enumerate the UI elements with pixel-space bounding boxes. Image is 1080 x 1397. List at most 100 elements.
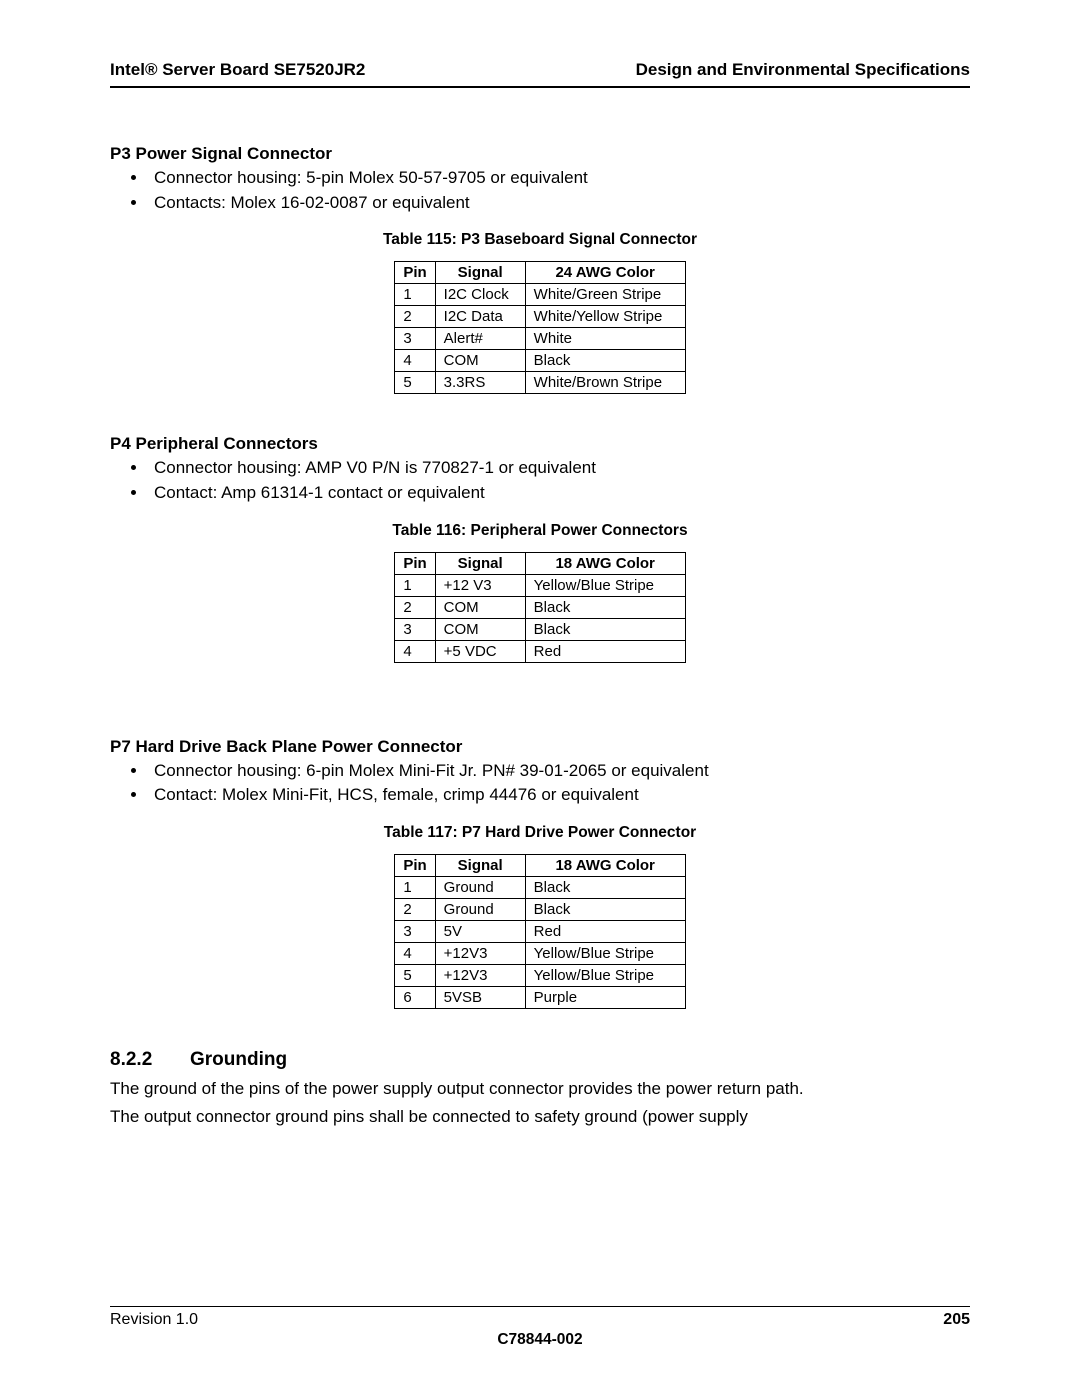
th-pin: Pin	[395, 262, 435, 284]
td-color: Yellow/Blue Stripe	[525, 942, 685, 964]
heading-number: 8.2.2	[110, 1049, 190, 1071]
td-signal: +12V3	[435, 942, 525, 964]
table-row: 3COMBlack	[395, 618, 685, 640]
td-pin: 2	[395, 596, 435, 618]
td-pin: 1	[395, 876, 435, 898]
page-content: Intel® Server Board SE7520JR2 Design and…	[0, 0, 1080, 1174]
bullets-p3: Connector housing: 5-pin Molex 50-57-970…	[110, 166, 970, 215]
table-row: 65VSBPurple	[395, 986, 685, 1008]
table-row: Pin Signal 18 AWG Color	[395, 552, 685, 574]
td-signal: Ground	[435, 876, 525, 898]
td-signal: +12V3	[435, 964, 525, 986]
table-row: 1+12 V3Yellow/Blue Stripe	[395, 574, 685, 596]
td-signal: 5V	[435, 920, 525, 942]
bullet-p4-0: Connector housing: AMP V0 P/N is 770827-…	[148, 456, 970, 481]
td-signal: +5 VDC	[435, 640, 525, 662]
td-pin: 4	[395, 640, 435, 662]
th-pin: Pin	[395, 552, 435, 574]
td-color: Yellow/Blue Stripe	[525, 964, 685, 986]
td-pin: 1	[395, 574, 435, 596]
footer-left: Revision 1.0	[110, 1311, 198, 1329]
td-color: White/Brown Stripe	[525, 372, 685, 394]
table-row: 2GroundBlack	[395, 898, 685, 920]
td-color: White	[525, 328, 685, 350]
td-signal: I2C Data	[435, 306, 525, 328]
td-color: Black	[525, 350, 685, 372]
heading-grounding: 8.2.2Grounding	[110, 1049, 970, 1071]
td-pin: 4	[395, 942, 435, 964]
td-signal: 5VSB	[435, 986, 525, 1008]
bullets-p4: Connector housing: AMP V0 P/N is 770827-…	[110, 456, 970, 505]
heading-text: Grounding	[190, 1049, 287, 1070]
td-signal: Alert#	[435, 328, 525, 350]
td-color: White/Yellow Stripe	[525, 306, 685, 328]
th-signal: Signal	[435, 854, 525, 876]
td-color: Black	[525, 876, 685, 898]
td-pin: 5	[395, 372, 435, 394]
td-color: White/Green Stripe	[525, 284, 685, 306]
page-footer: Revision 1.0 205 C78844-002	[110, 1306, 970, 1349]
table-row: 3Alert#White	[395, 328, 685, 350]
td-color: Black	[525, 618, 685, 640]
table-row: 4COMBlack	[395, 350, 685, 372]
table-row: 53.3RSWhite/Brown Stripe	[395, 372, 685, 394]
table-row: Pin Signal 18 AWG Color	[395, 854, 685, 876]
td-pin: 5	[395, 964, 435, 986]
body-para-2: The output connector ground pins shall b…	[110, 1105, 970, 1130]
td-color: Red	[525, 640, 685, 662]
body-para-1: The ground of the pins of the power supp…	[110, 1077, 970, 1102]
table-row: 4+5 VDCRed	[395, 640, 685, 662]
bullet-p4-1: Contact: Amp 61314-1 contact or equivale…	[148, 481, 970, 506]
table-p7: Pin Signal 18 AWG Color 1GroundBlack 2Gr…	[394, 854, 685, 1009]
table-row: 2COMBlack	[395, 596, 685, 618]
th-signal: Signal	[435, 552, 525, 574]
td-signal: I2C Clock	[435, 284, 525, 306]
td-pin: 3	[395, 618, 435, 640]
table-row: Pin Signal 24 AWG Color	[395, 262, 685, 284]
td-signal: COM	[435, 596, 525, 618]
header-right: Design and Environmental Specifications	[636, 60, 970, 80]
page-header: Intel® Server Board SE7520JR2 Design and…	[110, 60, 970, 88]
bullet-p3-1: Contacts: Molex 16-02-0087 or equivalent	[148, 191, 970, 216]
th-color: 24 AWG Color	[525, 262, 685, 284]
td-pin: 2	[395, 898, 435, 920]
th-pin: Pin	[395, 854, 435, 876]
td-pin: 1	[395, 284, 435, 306]
table-row: 2I2C DataWhite/Yellow Stripe	[395, 306, 685, 328]
table-row: 1I2C ClockWhite/Green Stripe	[395, 284, 685, 306]
td-signal: 3.3RS	[435, 372, 525, 394]
bullet-p7-1: Contact: Molex Mini-Fit, HCS, female, cr…	[148, 783, 970, 808]
td-pin: 4	[395, 350, 435, 372]
td-pin: 3	[395, 920, 435, 942]
table-row: 4+12V3Yellow/Blue Stripe	[395, 942, 685, 964]
caption-p7: Table 117: P7 Hard Drive Power Connector	[110, 824, 970, 842]
header-left: Intel® Server Board SE7520JR2	[110, 60, 365, 80]
td-color: Purple	[525, 986, 685, 1008]
bullet-p7-0: Connector housing: 6-pin Molex Mini-Fit …	[148, 759, 970, 784]
footer-right: 205	[943, 1311, 970, 1329]
footer-line: Revision 1.0 205	[110, 1306, 970, 1329]
table-p3: Pin Signal 24 AWG Color 1I2C ClockWhite/…	[394, 261, 685, 394]
th-signal: Signal	[435, 262, 525, 284]
section-title-p4: P4 Peripheral Connectors	[110, 434, 970, 454]
td-signal: +12 V3	[435, 574, 525, 596]
td-signal: COM	[435, 618, 525, 640]
th-color: 18 AWG Color	[525, 552, 685, 574]
td-color: Black	[525, 596, 685, 618]
table-row: 35VRed	[395, 920, 685, 942]
caption-p4: Table 116: Peripheral Power Connectors	[110, 522, 970, 540]
td-color: Red	[525, 920, 685, 942]
td-color: Black	[525, 898, 685, 920]
th-color: 18 AWG Color	[525, 854, 685, 876]
table-row: 5+12V3Yellow/Blue Stripe	[395, 964, 685, 986]
table-row: 1GroundBlack	[395, 876, 685, 898]
section-title-p7: P7 Hard Drive Back Plane Power Connector	[110, 737, 970, 757]
footer-center: C78844-002	[110, 1331, 970, 1349]
bullet-p3-0: Connector housing: 5-pin Molex 50-57-970…	[148, 166, 970, 191]
td-pin: 2	[395, 306, 435, 328]
caption-p3: Table 115: P3 Baseboard Signal Connector	[110, 231, 970, 249]
td-signal: Ground	[435, 898, 525, 920]
td-pin: 3	[395, 328, 435, 350]
section-title-p3: P3 Power Signal Connector	[110, 144, 970, 164]
table-p4: Pin Signal 18 AWG Color 1+12 V3Yellow/Bl…	[394, 552, 685, 663]
